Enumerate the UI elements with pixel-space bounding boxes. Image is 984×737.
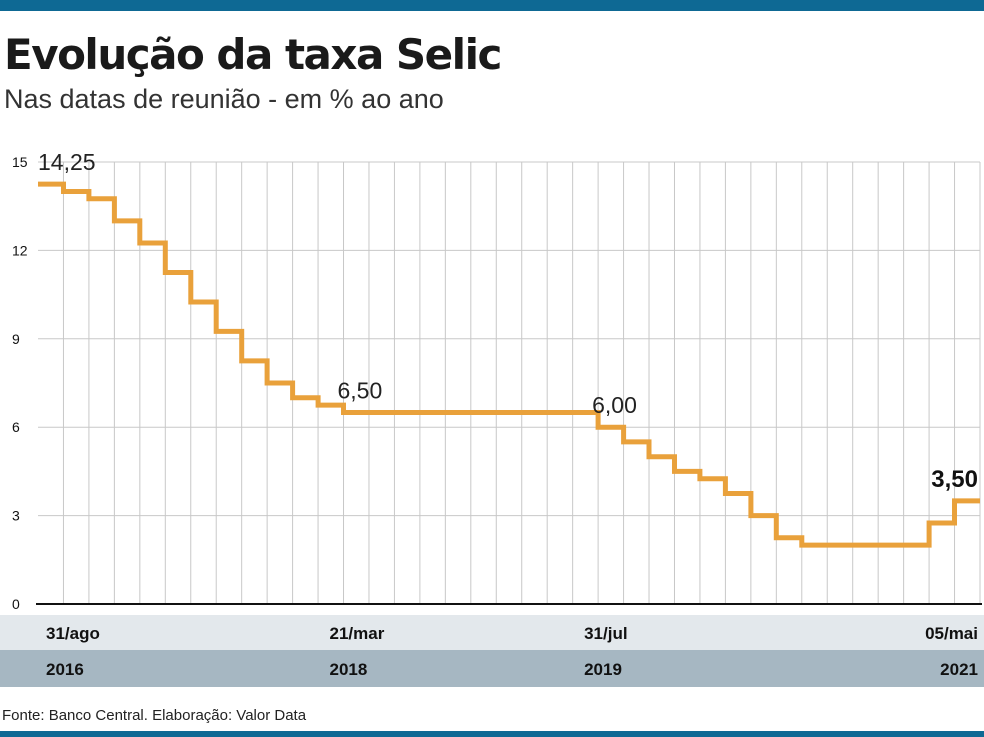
top-rule (0, 0, 984, 11)
data-label: 6,50 (338, 377, 383, 403)
y-tick-label: 9 (12, 331, 20, 347)
data-label: 6,00 (592, 392, 637, 418)
bottom-rule (0, 731, 984, 737)
selic-series-line (38, 181, 980, 548)
date-band (0, 615, 984, 650)
y-tick-label: 0 (12, 596, 20, 612)
x-date-label: 31/ago (46, 624, 100, 643)
x-year-label: 2016 (46, 660, 84, 679)
y-tick-label: 6 (12, 419, 20, 435)
series-point-group (50, 184, 968, 546)
x-year-label: 2019 (584, 660, 622, 679)
y-tick-label: 12 (12, 242, 28, 258)
data-label: 3,50 (931, 466, 978, 493)
x-date-label: 31/jul (584, 624, 627, 643)
source-note: Fonte: Banco Central. Elaboração: Valor … (2, 707, 307, 724)
y-tick-label: 15 (12, 154, 28, 170)
x-year-label: 2018 (330, 660, 368, 679)
year-band (0, 650, 984, 687)
chart-title: Evolução da taxa Selic (4, 30, 502, 79)
y-tick-label: 3 (12, 508, 20, 524)
x-year-label: 2021 (940, 660, 978, 679)
x-date-label: 21/mar (330, 624, 385, 643)
selic-step-chart: 0 3 6 9 12 15 31/ago 2016 21/mar 2018 31/jul 2019 05… (0, 149, 984, 687)
chart-subtitle: Nas datas de reunião - em % ao ano (4, 84, 444, 114)
data-label: 14,25 (38, 149, 96, 175)
x-date-label: 05/mai (925, 624, 978, 643)
